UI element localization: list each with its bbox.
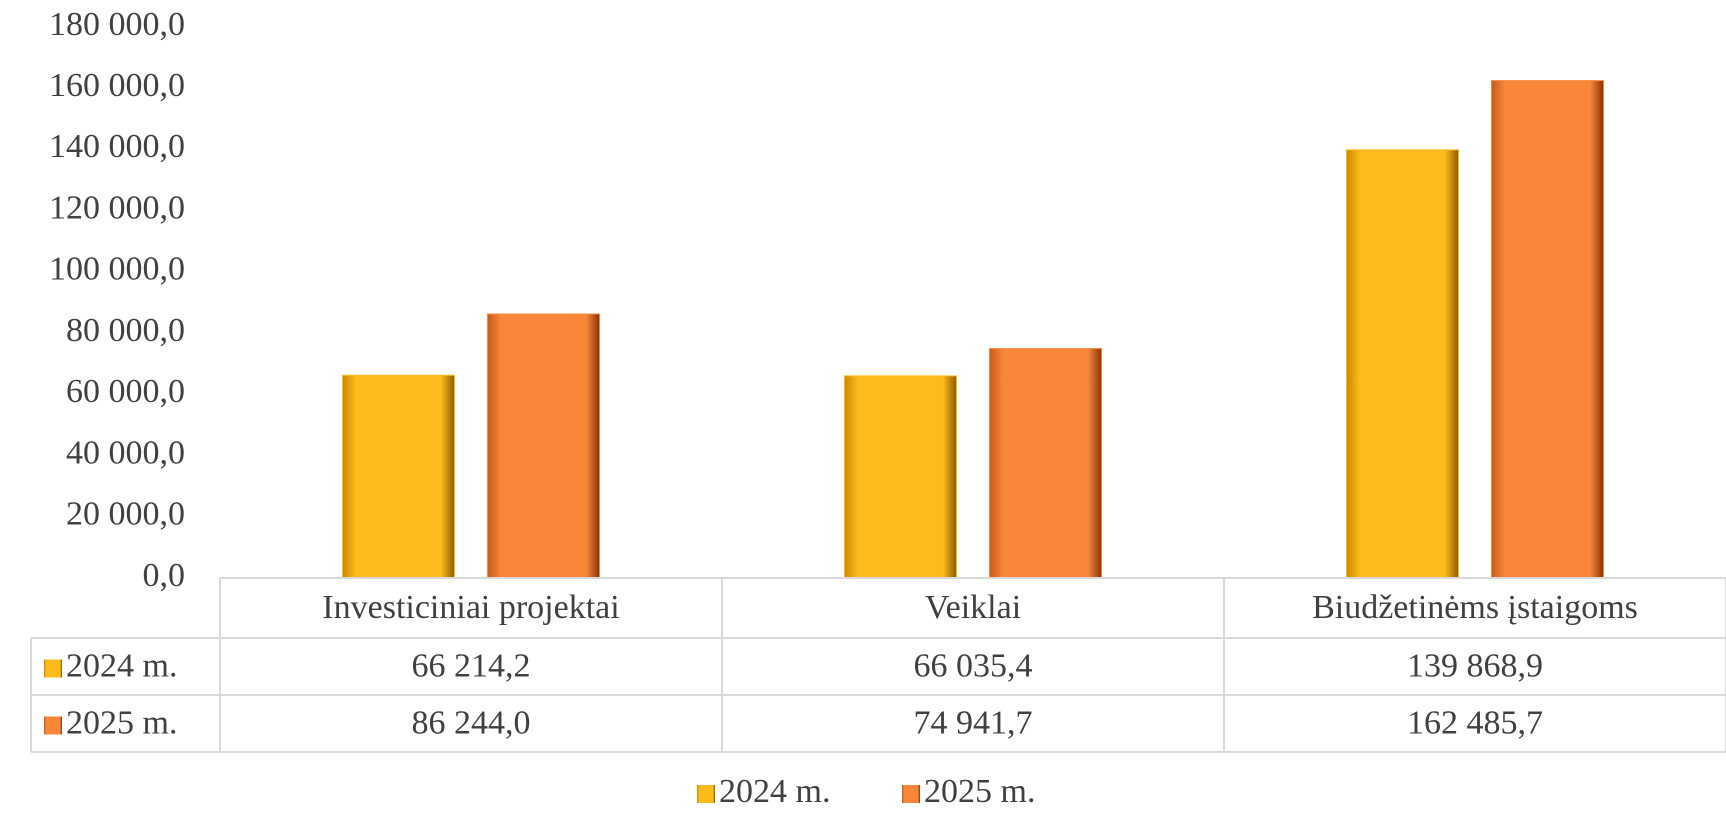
data-label: 139 868,9 — [1407, 647, 1543, 684]
x-tick-label: Veiklai — [925, 589, 1021, 626]
legend-label: 2025 m. — [924, 773, 1035, 810]
bar — [342, 374, 455, 579]
legend-key — [44, 716, 62, 735]
bar — [989, 348, 1102, 579]
bar — [487, 313, 600, 579]
y-tick-label: 20 000,0 — [66, 496, 185, 533]
legend-label: 2024 m. — [719, 773, 830, 810]
y-tick-label: 120 000,0 — [49, 189, 185, 226]
y-tick-label: 140 000,0 — [49, 128, 185, 165]
data-label: 66 035,4 — [914, 647, 1033, 684]
data-label: 66 214,2 — [412, 647, 531, 684]
data-label: 74 941,7 — [914, 704, 1033, 741]
y-tick-label: 80 000,0 — [66, 312, 185, 349]
y-tick-label: 40 000,0 — [66, 434, 185, 471]
x-tick-label: Biudžetinėms įstaigoms — [1312, 589, 1638, 626]
y-tick-label: 0,0 — [143, 557, 186, 594]
x-tick-label: Investiciniai projektai — [322, 589, 619, 626]
data-label: 162 485,7 — [1407, 704, 1543, 741]
y-tick-label: 60 000,0 — [66, 373, 185, 410]
legend-key — [697, 785, 715, 803]
bar — [1346, 149, 1459, 579]
y-tick-label: 160 000,0 — [49, 67, 185, 104]
y-tick-label: 100 000,0 — [49, 251, 185, 288]
table-row-label: 2025 m. — [66, 704, 177, 741]
legend-key — [44, 659, 62, 678]
legend-key — [902, 785, 920, 803]
bar — [1491, 80, 1604, 579]
data-label: 86 244,0 — [412, 704, 531, 741]
bar — [844, 375, 957, 579]
table-row-label: 2024 m. — [66, 647, 177, 684]
y-tick-label: 180 000,0 — [49, 6, 185, 43]
